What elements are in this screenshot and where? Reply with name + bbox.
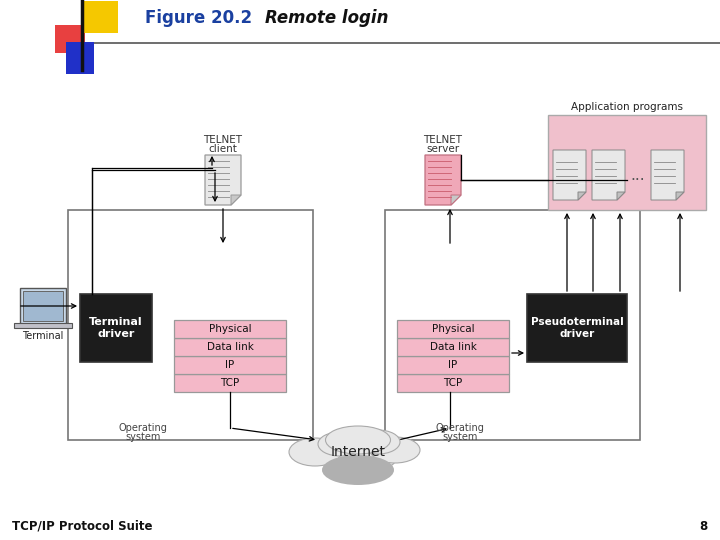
Ellipse shape [325, 426, 390, 454]
Text: server: server [426, 144, 459, 154]
Polygon shape [578, 192, 586, 200]
Text: 8: 8 [700, 519, 708, 532]
Ellipse shape [370, 437, 420, 463]
Bar [397, 356, 509, 374]
Polygon shape [617, 192, 625, 200]
Text: TELNET: TELNET [423, 135, 462, 145]
Bar [174, 338, 286, 356]
Text: TELNET: TELNET [204, 135, 243, 145]
Text: Data link: Data link [207, 342, 253, 352]
Text: driver: driver [97, 329, 135, 339]
Ellipse shape [318, 432, 362, 456]
Text: ...: ... [631, 167, 645, 183]
Text: Operating: Operating [436, 423, 485, 433]
Polygon shape [425, 155, 461, 205]
Bar [385, 210, 640, 440]
Text: Operating: Operating [119, 423, 168, 433]
Bar [20, 288, 66, 324]
Ellipse shape [322, 455, 394, 485]
Bar [527, 294, 627, 362]
Text: Application programs: Application programs [571, 102, 683, 112]
Polygon shape [553, 150, 586, 200]
Text: Pseudoterminal: Pseudoterminal [531, 317, 624, 327]
Bar [14, 323, 72, 328]
Text: driver: driver [559, 329, 595, 339]
Polygon shape [676, 192, 684, 200]
Text: Remote login: Remote login [265, 9, 389, 27]
Polygon shape [651, 150, 684, 200]
Text: Terminal: Terminal [89, 317, 143, 327]
Polygon shape [231, 195, 241, 205]
Text: client: client [209, 144, 238, 154]
Text: Physical: Physical [209, 324, 251, 334]
Bar [174, 356, 286, 374]
Bar [68, 210, 313, 440]
Text: IP: IP [225, 360, 235, 370]
Text: TCP/IP Protocol Suite: TCP/IP Protocol Suite [12, 519, 153, 532]
Bar [23, 291, 63, 321]
Polygon shape [205, 155, 241, 205]
Polygon shape [451, 195, 461, 205]
Text: Data link: Data link [430, 342, 477, 352]
Bar [174, 320, 286, 338]
Bar [397, 374, 509, 392]
Bar [55, 25, 85, 53]
Bar [548, 115, 706, 210]
Ellipse shape [356, 430, 400, 454]
Bar [66, 42, 94, 74]
Bar [174, 374, 286, 392]
Text: system: system [125, 432, 161, 442]
Bar [397, 338, 509, 356]
Bar [80, 294, 152, 362]
Text: TCP: TCP [220, 378, 240, 388]
Bar [83, 1, 118, 33]
Text: Terminal: Terminal [22, 331, 63, 341]
Bar [397, 320, 509, 338]
Text: system: system [442, 432, 477, 442]
Polygon shape [592, 150, 625, 200]
Ellipse shape [318, 436, 398, 474]
Text: IP: IP [449, 360, 458, 370]
Ellipse shape [289, 438, 341, 466]
Text: Figure 20.2: Figure 20.2 [145, 9, 252, 27]
Text: Physical: Physical [432, 324, 474, 334]
Text: TCP: TCP [444, 378, 463, 388]
Text: Internet: Internet [330, 445, 385, 459]
